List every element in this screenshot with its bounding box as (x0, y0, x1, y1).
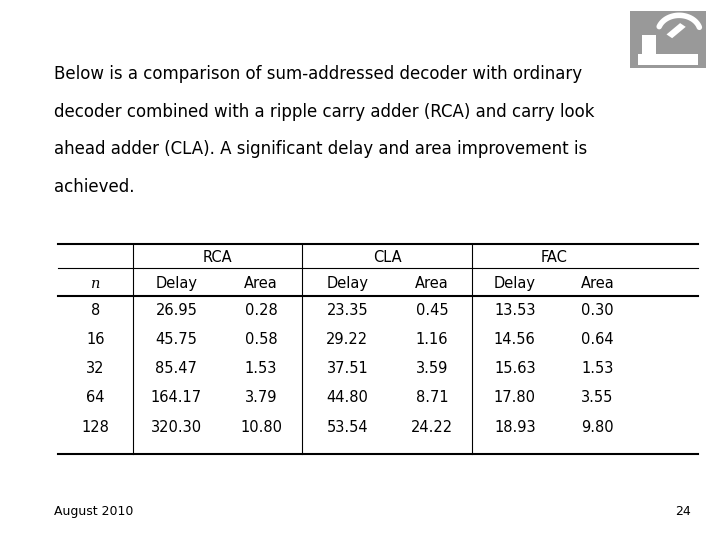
Text: 37.51: 37.51 (327, 361, 368, 376)
Text: CLA: CLA (373, 250, 401, 265)
Text: 0.64: 0.64 (581, 332, 614, 347)
Text: Area: Area (415, 276, 449, 291)
Text: 0.58: 0.58 (245, 332, 277, 347)
Text: decoder combined with a ripple carry adder (RCA) and carry look: decoder combined with a ripple carry add… (54, 103, 595, 120)
Text: 128: 128 (81, 420, 109, 435)
Text: 24.22: 24.22 (411, 420, 453, 435)
Text: 15.63: 15.63 (494, 361, 536, 376)
Text: 26.95: 26.95 (156, 303, 197, 318)
Text: 9.80: 9.80 (581, 420, 614, 435)
Text: 45.75: 45.75 (156, 332, 197, 347)
Text: 0.45: 0.45 (415, 303, 449, 318)
Text: 53.54: 53.54 (327, 420, 368, 435)
FancyArrow shape (667, 23, 685, 38)
Text: 18.93: 18.93 (494, 420, 536, 435)
Text: RCA: RCA (203, 250, 233, 265)
Text: Area: Area (581, 276, 614, 291)
Text: 16: 16 (86, 332, 104, 347)
Text: 14.56: 14.56 (494, 332, 536, 347)
Text: August 2010: August 2010 (54, 505, 133, 518)
Text: 0.28: 0.28 (245, 303, 277, 318)
FancyArrow shape (642, 35, 656, 55)
Text: Delay: Delay (494, 276, 536, 291)
Text: 8.71: 8.71 (415, 390, 449, 406)
Text: 10.80: 10.80 (240, 420, 282, 435)
Text: 32: 32 (86, 361, 104, 376)
Text: 0.30: 0.30 (581, 303, 614, 318)
Text: 44.80: 44.80 (326, 390, 369, 406)
Text: 8: 8 (91, 303, 100, 318)
Text: achieved.: achieved. (54, 178, 135, 196)
Text: 23.35: 23.35 (327, 303, 368, 318)
Text: 24: 24 (675, 505, 691, 518)
Text: 64: 64 (86, 390, 104, 406)
Text: 3.59: 3.59 (416, 361, 448, 376)
Text: 320.30: 320.30 (150, 420, 202, 435)
Text: Below is a comparison of sum-addressed decoder with ordinary: Below is a comparison of sum-addressed d… (54, 65, 582, 83)
Text: 13.53: 13.53 (494, 303, 536, 318)
Text: 29.22: 29.22 (326, 332, 369, 347)
Text: 1.53: 1.53 (245, 361, 277, 376)
Text: 164.17: 164.17 (150, 390, 202, 406)
Text: Delay: Delay (156, 276, 197, 291)
Text: Delay: Delay (326, 276, 369, 291)
Text: 3.79: 3.79 (245, 390, 277, 406)
Text: Area: Area (244, 276, 278, 291)
Bar (638, 55, 698, 65)
Text: 1.53: 1.53 (582, 361, 613, 376)
Text: 85.47: 85.47 (156, 361, 197, 376)
Text: n: n (91, 276, 100, 291)
Text: ahead adder (CLA). A significant delay and area improvement is: ahead adder (CLA). A significant delay a… (54, 140, 588, 158)
Text: 3.55: 3.55 (582, 390, 613, 406)
Text: 17.80: 17.80 (494, 390, 536, 406)
Text: FAC: FAC (541, 250, 568, 265)
Text: 1.16: 1.16 (415, 332, 449, 347)
